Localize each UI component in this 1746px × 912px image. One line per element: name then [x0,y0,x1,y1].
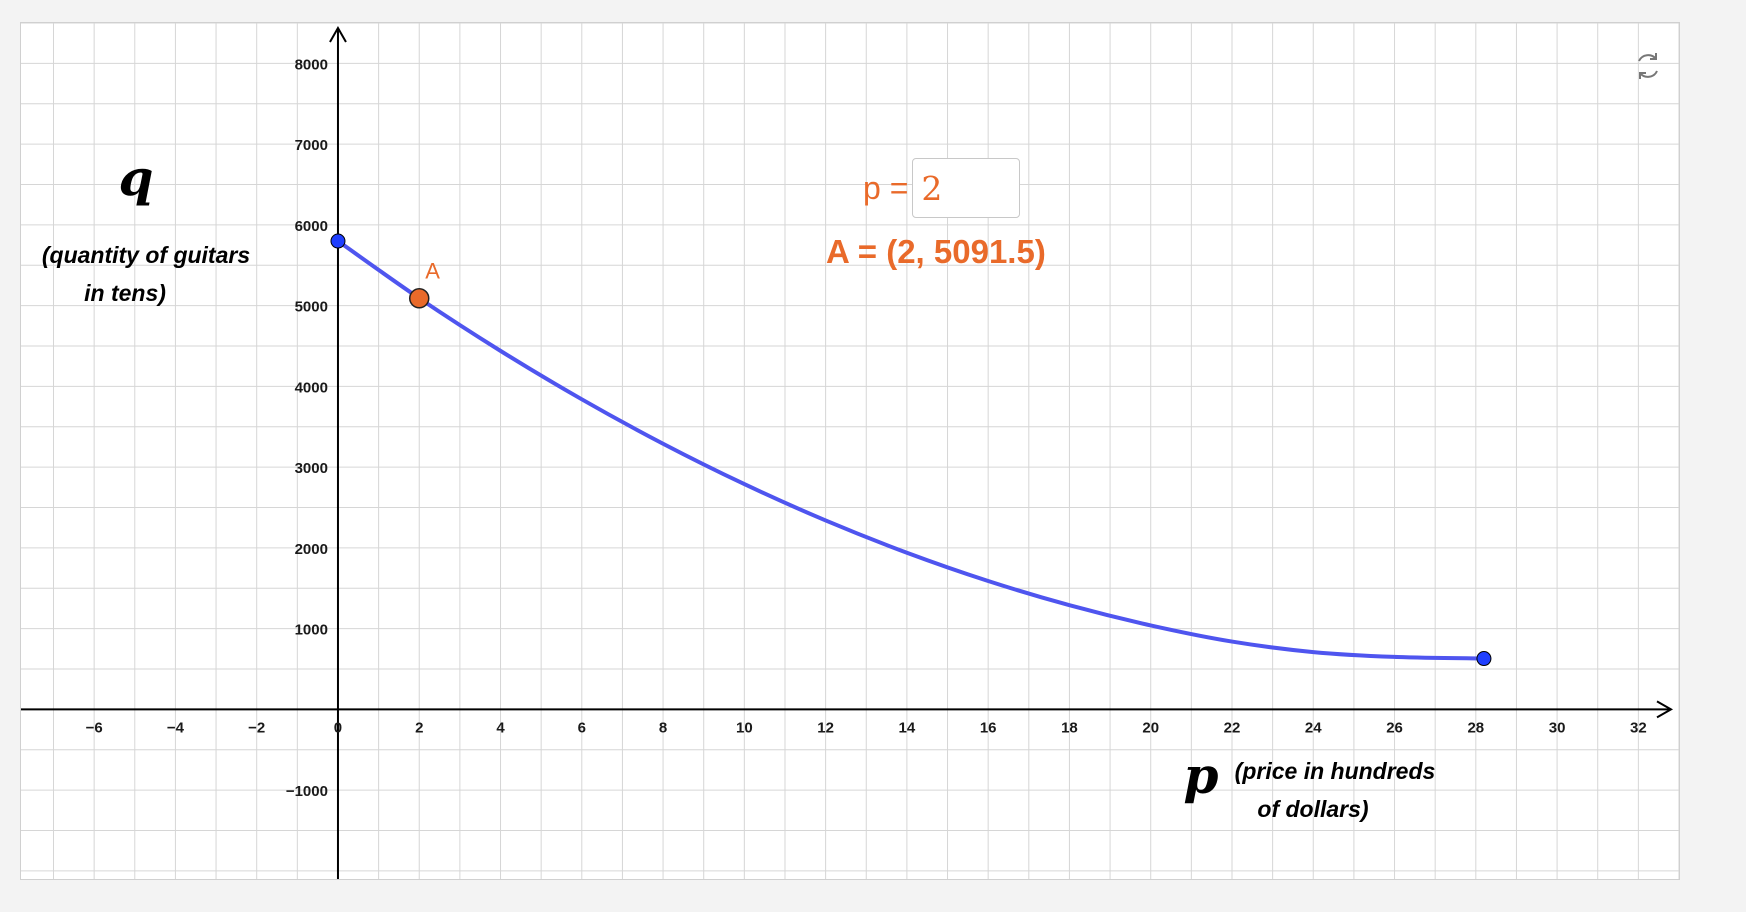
x-tick-label: −6 [86,719,103,736]
x-tick-label: 28 [1467,719,1484,736]
graph-canvas[interactable]: −6 −4 −2 0 2 4 6 8 10 12 14 16 18 20 22 24 26 28 30 32−1000… [21,23,1679,879]
y-tick-label: 8000 [295,56,328,73]
y-tick-label: 4000 [295,379,328,396]
x-tick-label: 26 [1386,719,1403,736]
x-tick-label: 24 [1305,719,1322,736]
point-readout: A = (2, 5091.5) [826,233,1046,270]
y-tick-label: 1000 [295,622,328,639]
x-tick-label: 30 [1549,719,1566,736]
p-input[interactable] [912,158,1021,218]
y-tick-label: 2000 [295,541,328,558]
curve-endpoint [330,233,346,249]
x-tick-label: 4 [496,719,505,736]
point-layer: A [330,233,1492,667]
y-axis-description: in tens) [84,280,166,306]
point-a[interactable] [408,288,430,309]
x-tick-label: −4 [167,719,185,736]
slider-label: p = [863,169,909,206]
x-tick-label: 20 [1142,719,1159,736]
x-tick-label: 8 [659,719,667,736]
curve-layer [335,239,1486,661]
x-tick-label: 6 [578,719,586,736]
x-axis-arrow [1656,700,1674,719]
x-tick-label: 10 [736,719,753,736]
axis-titles: q (quantity of guitars in tens) p (price in … [42,148,1435,822]
x-tick-label: 12 [817,719,834,736]
x-tick-label: −2 [248,719,265,736]
y-axis-arrow [329,25,347,43]
x-tick-label: 16 [980,719,997,736]
refresh-icon [1638,53,1658,79]
reset-button[interactable] [1631,49,1665,83]
x-axis-variable: p [1184,746,1219,805]
y-axis-variable: q [119,148,154,207]
tick-labels: −6 −4 −2 0 2 4 6 8 10 12 14 16 18 20 22 24 26 28 30 32−1000… [86,56,1647,800]
x-axis-description: of dollars) [1257,796,1368,822]
y-tick-label: 6000 [295,218,328,235]
y-tick-label: 5000 [295,299,328,316]
point-a-label: A [425,258,440,283]
y-tick-label: 7000 [295,137,328,154]
x-tick-label: 2 [415,719,423,736]
y-axis-description: (quantity of guitars [42,242,250,268]
x-tick-label: 32 [1630,719,1647,736]
x-axis-description: (price in hundreds [1235,758,1436,784]
x-tick-label: 22 [1224,719,1241,736]
axes [21,25,1674,879]
x-tick-label: 14 [899,719,916,736]
y-tick-label: 3000 [295,460,328,477]
graph-panel[interactable]: −6 −4 −2 0 2 4 6 8 10 12 14 16 18 20 22 24 26 28 30 32 −1000… [20,22,1680,880]
x-tick-label: 0 [334,719,342,736]
demand-curve [335,239,1486,661]
slider-p[interactable]: p = [863,158,1021,218]
curve-endpoint [1476,651,1492,667]
grid [21,23,1679,879]
y-tick-label: −1000 [286,783,328,800]
x-tick-label: 18 [1061,719,1078,736]
